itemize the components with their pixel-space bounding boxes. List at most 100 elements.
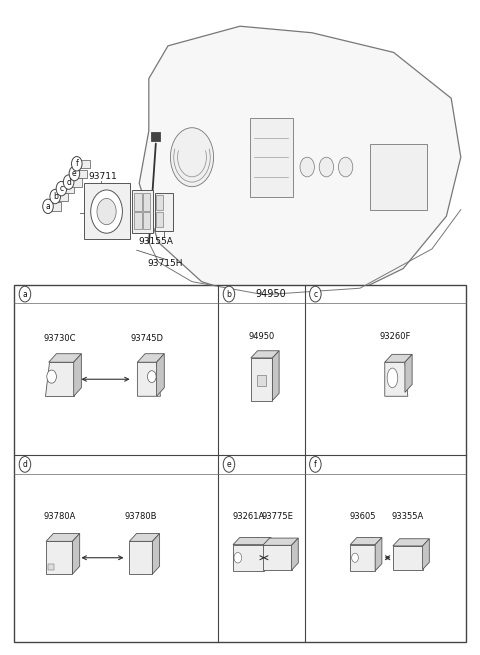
FancyBboxPatch shape (156, 195, 163, 210)
Circle shape (300, 157, 314, 177)
Circle shape (310, 457, 321, 472)
FancyBboxPatch shape (257, 375, 266, 386)
FancyBboxPatch shape (48, 563, 54, 570)
Polygon shape (350, 537, 382, 545)
FancyBboxPatch shape (79, 160, 90, 168)
Text: 93155A: 93155A (138, 237, 173, 246)
Text: b: b (53, 192, 58, 201)
Text: e: e (227, 460, 231, 469)
Polygon shape (72, 533, 80, 574)
Polygon shape (45, 362, 73, 396)
Polygon shape (385, 362, 408, 396)
Polygon shape (291, 538, 298, 570)
Circle shape (338, 157, 353, 177)
Text: f: f (75, 159, 78, 168)
Text: d: d (66, 178, 71, 187)
Circle shape (72, 157, 82, 171)
Polygon shape (153, 533, 159, 574)
FancyBboxPatch shape (143, 193, 150, 211)
Polygon shape (233, 537, 271, 545)
FancyBboxPatch shape (77, 170, 87, 178)
FancyBboxPatch shape (134, 212, 142, 229)
Circle shape (56, 181, 67, 196)
Circle shape (310, 286, 321, 302)
Circle shape (19, 286, 31, 302)
FancyBboxPatch shape (370, 144, 427, 210)
Text: 93260F: 93260F (379, 332, 410, 341)
Text: 94950: 94950 (256, 289, 287, 299)
Text: a: a (23, 290, 27, 299)
FancyBboxPatch shape (155, 193, 173, 231)
FancyBboxPatch shape (71, 178, 82, 187)
Polygon shape (73, 354, 81, 396)
Circle shape (50, 189, 60, 204)
Polygon shape (375, 537, 382, 571)
Polygon shape (48, 354, 81, 362)
Circle shape (170, 128, 214, 187)
Polygon shape (137, 362, 160, 396)
Ellipse shape (387, 368, 398, 388)
Text: 93730C: 93730C (43, 333, 75, 343)
Polygon shape (272, 351, 279, 401)
Polygon shape (139, 26, 461, 301)
Polygon shape (233, 545, 264, 571)
FancyBboxPatch shape (250, 118, 293, 196)
FancyBboxPatch shape (151, 132, 160, 141)
Polygon shape (385, 354, 412, 362)
Circle shape (47, 370, 56, 383)
Polygon shape (264, 537, 271, 571)
Polygon shape (263, 545, 291, 570)
Circle shape (69, 166, 80, 181)
Polygon shape (393, 546, 422, 569)
Text: a: a (46, 202, 50, 211)
Text: c: c (60, 184, 63, 193)
Polygon shape (156, 354, 164, 396)
FancyBboxPatch shape (134, 193, 142, 211)
Text: 93775E: 93775E (261, 512, 293, 521)
Polygon shape (251, 351, 279, 358)
FancyBboxPatch shape (84, 183, 130, 239)
Text: f: f (314, 460, 317, 469)
Circle shape (223, 286, 235, 302)
Circle shape (147, 371, 156, 383)
FancyBboxPatch shape (132, 190, 153, 233)
Circle shape (234, 553, 242, 563)
Text: e: e (72, 169, 77, 178)
Polygon shape (393, 538, 429, 546)
Text: 93261A: 93261A (232, 512, 265, 521)
Polygon shape (405, 354, 412, 392)
Text: 93605: 93605 (349, 512, 376, 521)
Circle shape (223, 457, 235, 472)
Circle shape (319, 157, 334, 177)
Circle shape (43, 199, 53, 214)
Circle shape (352, 553, 359, 562)
Polygon shape (422, 538, 429, 569)
Polygon shape (350, 545, 375, 571)
Circle shape (97, 198, 116, 225)
FancyBboxPatch shape (156, 212, 163, 227)
Circle shape (19, 457, 31, 472)
Polygon shape (46, 533, 80, 541)
Text: 93711: 93711 (89, 172, 118, 181)
FancyBboxPatch shape (143, 212, 150, 229)
Text: 93780B: 93780B (125, 512, 157, 521)
FancyBboxPatch shape (58, 193, 68, 201)
Circle shape (63, 175, 74, 189)
Text: c: c (313, 290, 317, 299)
Polygon shape (46, 541, 72, 574)
Text: 94950: 94950 (249, 332, 275, 341)
FancyBboxPatch shape (50, 202, 61, 211)
FancyBboxPatch shape (14, 285, 466, 642)
FancyBboxPatch shape (64, 185, 74, 193)
Text: 93745D: 93745D (131, 333, 164, 343)
Text: 93355A: 93355A (392, 512, 424, 521)
Circle shape (91, 190, 122, 233)
Polygon shape (251, 358, 272, 401)
Polygon shape (129, 533, 159, 541)
Text: 93715H: 93715H (148, 259, 183, 268)
Text: d: d (23, 460, 27, 469)
Text: b: b (227, 290, 231, 299)
Polygon shape (263, 538, 298, 545)
Text: 93780A: 93780A (43, 512, 75, 521)
Polygon shape (137, 354, 164, 362)
